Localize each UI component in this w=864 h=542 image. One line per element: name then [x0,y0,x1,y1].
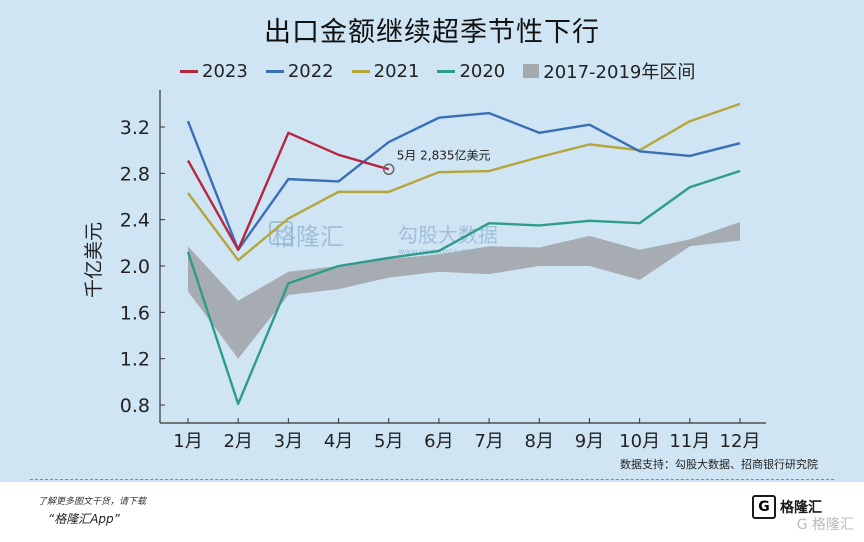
brand-logo: G 格隆汇 [752,494,848,520]
legend-swatch [180,69,198,73]
x-tick-label: 5月 [374,431,403,452]
watermark-brand: 格隆汇 [272,223,344,251]
legend-label: 2023 [202,60,248,82]
y-tick-label: 2.0 [120,256,150,278]
legend-label: 2022 [287,60,334,82]
footer-app-name: “格隆汇App” [48,512,120,526]
x-tick-label: 8月 [525,431,554,452]
annotation-marker [382,163,395,176]
logo-icon: G [752,495,776,519]
y-tick-label: 2.4 [120,210,150,232]
y-tick-label: 1.6 [120,302,150,324]
legend-item-2022: 2022 [265,60,334,82]
x-tick-label: 9月 [575,431,604,452]
legend-label: 2021 [373,60,420,82]
legend-item-band: 2017-2019年区间 [523,58,695,84]
logo-watermark: G 格隆汇 [796,517,854,533]
legend-item-2023: 2023 [180,61,248,82]
legend-swatch [265,69,284,73]
x-tick-label: 11月 [669,431,710,452]
line-chart: 3.2 2.8 2.4 2.0 1.6 1.2 0.8 1月 2月 3月 4月 5月 6月 7月 8月 9月 1… [83,90,766,452]
chart-panel: 3.2 2.8 2.4 2.0 1.6 1.2 0.8 1月 2月 3月 4月 5月 6月 7月 8月 9月 1… [0,0,864,482]
series-line-2021 [187,102,741,262]
source-text: 数据支持：勾股大数据、招商银行研究院 [620,458,818,471]
annotation-label: 5月 2,835亿美元 [397,147,491,162]
y-axis-label: 千亿美元 [83,222,105,298]
y-tick-label: 0.8 [120,395,150,417]
divider [30,479,834,480]
chart-title: 出口金额继续超季节性下行 [264,17,600,48]
series-line-2020 [186,169,741,406]
legend-swatch [523,64,540,78]
x-tick-label: 3月 [274,431,303,452]
series-line-2023 [186,131,390,251]
x-tick-label: 10月 [619,431,660,452]
legend-item-2020: 2020 [437,61,505,82]
y-tick-label: 2.8 [120,163,150,185]
legend-swatch [351,69,370,73]
x-tick-label: 4月 [324,431,353,452]
y-tick-label: 3.2 [120,117,150,139]
logo-text: 格隆汇 [780,500,822,516]
legend: 2023 2022 2021 2020 2017-2019年区间 [180,58,695,84]
legend-swatch [437,69,456,73]
x-tick-label: 12月 [720,431,761,452]
band-2017-2019 [188,221,740,359]
x-tick-label: 1月 [173,431,202,452]
legend-label: 2017-2019年区间 [543,62,696,83]
y-tick-label: 1.2 [120,349,150,371]
x-tick-label: 6月 [424,431,453,452]
footer-note: 了解更多图文干货，请下载 [38,497,147,507]
series-line-2022 [186,111,741,251]
legend-label: 2020 [459,60,506,82]
x-tick-label: 7月 [474,431,503,452]
x-tick-label: 2月 [223,431,252,452]
legend-item-2021: 2021 [351,60,420,82]
